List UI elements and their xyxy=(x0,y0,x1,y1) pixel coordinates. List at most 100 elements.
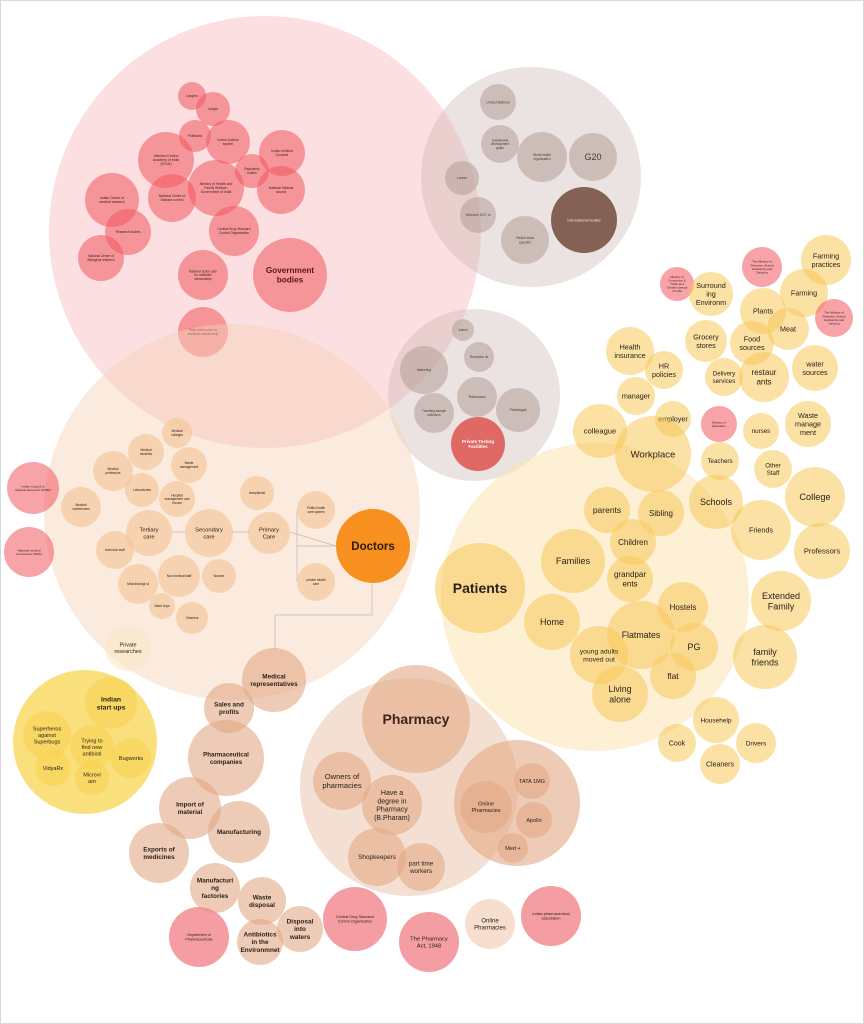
bubble-label-medical-representatives: Medical representatives xyxy=(250,673,298,688)
bubble-circle-private-testing-facilities xyxy=(451,417,505,471)
bubble-circle-indian-pharmaceutical-association xyxy=(521,886,581,946)
bubble-label-hospital-management: Hospital management and invoice xyxy=(165,493,190,505)
bubble-label-national-medical-council: National Medical council xyxy=(269,186,294,194)
bubble-label-disposal-into-waters: Disposal into waters xyxy=(287,919,314,941)
bubble-circle-national-medical-council xyxy=(257,166,305,214)
bubble-sustainable-development-goals: Sustainable development goals xyxy=(481,125,519,163)
bubble-schools: Schools xyxy=(689,475,743,529)
bubble-microbiologist: Microbiologi st xyxy=(118,564,158,604)
bubble-circle-sibling xyxy=(638,490,684,536)
bubble-label-pg: PG xyxy=(687,642,700,652)
bubble-nmc: National medical commission (NMC) xyxy=(4,527,54,577)
bubble-circle-judges xyxy=(196,92,230,126)
bubble-label-trying-antibiotics: Trying to find new antibioti xyxy=(81,738,102,757)
bubble-label-flatmates: Flatmates xyxy=(622,630,661,640)
bubble-label-friends: Friends xyxy=(749,526,773,535)
bubble-circle-tertiary-care xyxy=(126,510,172,556)
bubble-label-waste-disposal: Waste disposal xyxy=(249,894,275,909)
bubble-circle-workplace xyxy=(615,416,691,492)
bubble-circle-dept-pharmaceuticals xyxy=(169,907,229,967)
bubble-tata-1mg: TATA 1MG xyxy=(514,763,550,799)
bubble-label-employer: employer xyxy=(658,415,688,424)
bubble-private-health-care: private health care xyxy=(297,563,335,601)
bubble-label-househelp: Househelp xyxy=(700,717,731,724)
bubble-circle-primary-care xyxy=(248,512,290,554)
bubble-parents: parents xyxy=(584,487,630,533)
bubble-circle-reception xyxy=(464,342,494,372)
bubble-pharmaceutical-companies: Pharmaceutical companies xyxy=(188,720,264,796)
bubble-microvi: Microvi am xyxy=(75,761,109,795)
bubble-international-bodies: International bodies xyxy=(551,187,617,253)
bubble-label-delivery-services: Delivery services xyxy=(713,371,736,385)
bubble-hr-policies: HR policies xyxy=(645,351,683,389)
bubble-infection-control-academy: Infection Control Academy of India (IFCAI) xyxy=(138,132,194,188)
connector-doctors-to-primary xyxy=(289,531,337,547)
bubble-label-nmc: National medical commission (NMC) xyxy=(16,548,42,556)
bubble-label-indian-center-medical-research: Indian Center of medical research xyxy=(99,196,125,204)
bubble-circle-secondary-care xyxy=(185,509,233,557)
bubble-label-teachers: Teachers xyxy=(707,458,732,465)
bubble-family-friends: family friends xyxy=(733,625,797,689)
bubble-label-lancet: Lancet xyxy=(457,176,467,180)
bubble-waste-management-doc: Waste management xyxy=(171,447,207,483)
bubble-label-drivers: Drivers xyxy=(746,740,767,747)
bubble-circle-world-health-organisation xyxy=(517,132,567,182)
bubble-circle-exports-of-medicines xyxy=(129,823,189,883)
bubble-online-pharmacies-2: Online Pharmacies xyxy=(465,899,515,949)
bubble-label-surrounding-environment: Surround ing Environm xyxy=(696,281,726,307)
bubble-label-young-adults: young adults moved out xyxy=(580,648,619,663)
bubble-disposal-into-waters: Disposal into waters xyxy=(277,906,323,952)
bubble-circle-private-researches xyxy=(105,625,151,671)
bubble-restaurants: restaur ants xyxy=(739,352,789,402)
bubble-label-pathologist: Pathologist xyxy=(510,408,527,412)
bubble-label-g20: G20 xyxy=(584,152,601,162)
bubble-label-medical-professors: Medical professors xyxy=(106,467,121,475)
bubble-circle-surrounding-environment xyxy=(689,272,733,316)
connector-lines xyxy=(170,510,373,650)
bubble-circle-pharmacy xyxy=(362,665,470,773)
bubble-reception: Reception ist xyxy=(464,342,494,372)
bubble-government-bodies: Government bodies xyxy=(253,238,327,312)
bubble-circle-ministry-health xyxy=(188,160,244,216)
bubble-circle-sustainable-development-goals xyxy=(481,125,519,163)
bubble-label-dept-pharmaceuticals: Department of Pharmaceuticals xyxy=(185,933,212,941)
bubble-circle-ministry-fisheries xyxy=(742,247,782,287)
bubble-circle-private-health-care xyxy=(297,563,335,601)
bubble-gov-bg xyxy=(49,16,481,448)
bubble-circle-manager xyxy=(617,377,655,415)
bubble-label-sibling: Sibling xyxy=(649,509,673,518)
bubble-label-hostels: Hostels xyxy=(670,603,697,612)
bubble-circle-nmc xyxy=(4,527,54,577)
bubble-label-manufacturing: Manufacturing xyxy=(217,829,261,836)
bubble-circle-microvi xyxy=(75,761,109,795)
bubble-water-sources: water sources xyxy=(792,345,838,391)
bubble-label-pharmacy-act: The Pharmacy Act, 1948 xyxy=(410,937,448,950)
bubble-label-primary-care: Primary Care xyxy=(259,528,279,541)
bubble-doctors-bg xyxy=(44,324,420,700)
bubble-label-reception: Reception ist xyxy=(470,355,489,359)
bubble-living-alone: Living alone xyxy=(592,666,648,722)
bubble-circle-superheros xyxy=(23,711,71,759)
bubble-extended-family: Extended Family xyxy=(751,571,811,631)
bubble-label-professors: Professors xyxy=(804,547,840,556)
bubble-bugworks: Bugworks xyxy=(111,738,151,778)
bubble-circle-medical-students xyxy=(128,434,164,470)
bubble-trying-antibiotics: Trying to find new antibioti xyxy=(70,725,114,769)
bubble-circle-hospital-management xyxy=(159,481,195,517)
bubble-circle-pharmaceutical-companies xyxy=(188,720,264,796)
bubble-circle-laboratories xyxy=(125,473,159,507)
bubble-label-med-plus: Med + xyxy=(505,846,520,852)
bubble-medical-conferences: Medical conferences xyxy=(61,487,101,527)
bubble-sibling: Sibling xyxy=(638,490,684,536)
bubble-label-marketing: Marketing xyxy=(417,368,431,372)
bubble-label-farming: Farming xyxy=(791,289,817,298)
bubble-primary-care: Primary Care xyxy=(248,512,290,554)
bubble-circle-children xyxy=(610,519,656,565)
bubble-label-manufacturing-factories: Manufacturi ng factories xyxy=(197,878,233,900)
bubble-label-pharmaceutical-companies: Pharmaceutical companies xyxy=(203,752,249,766)
bubble-circle-colleague xyxy=(573,404,627,458)
bubble-label-shopkeepers: Shopkeepers xyxy=(358,854,396,861)
bubble-technicians: Technicians xyxy=(457,377,497,417)
bubble-circle-medical-colleges xyxy=(162,418,192,448)
bubble-doctors: Doctors xyxy=(336,509,410,583)
